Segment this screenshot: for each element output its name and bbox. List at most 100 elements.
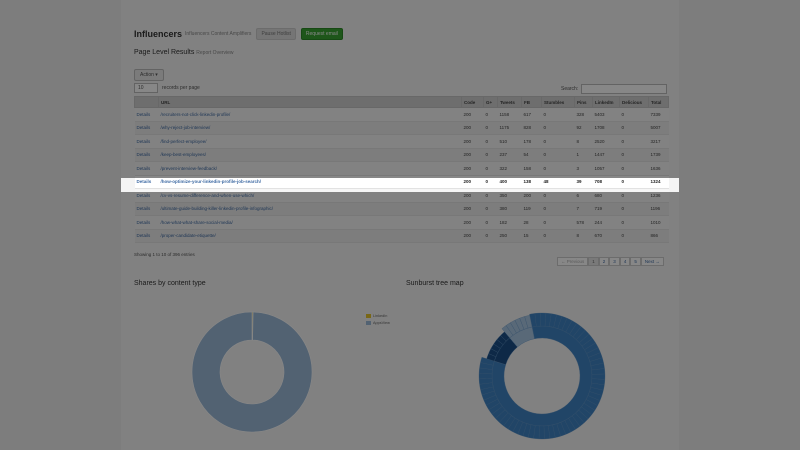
legend-swatch <box>366 321 371 325</box>
details-link[interactable]: Details <box>136 165 151 171</box>
details-link[interactable]: Details <box>136 206 151 212</box>
cell-total: 1010 <box>648 215 669 230</box>
pagination-page-4[interactable]: 4 <box>619 257 631 266</box>
col-header-total[interactable]: Total <box>648 96 669 108</box>
col-header-delicious[interactable]: Delicious <box>619 96 649 108</box>
col-header-gplus[interactable]: G+ <box>483 96 498 108</box>
details-link[interactable]: Details <box>136 111 151 117</box>
sunburst-outer-segment[interactable] <box>538 425 545 440</box>
cell-tweets: 1175 <box>497 121 522 135</box>
url-link[interactable]: /ultimate-guide-building-killer-linkedin… <box>160 206 274 212</box>
cell-stumbles: 0 <box>541 188 575 203</box>
sunburst-outer-segment[interactable] <box>540 312 546 327</box>
showing-entries-text: Showing 1 to 10 of 396 entries <box>134 252 195 257</box>
details-link[interactable]: Details <box>136 179 152 185</box>
col-header-tweets[interactable]: Tweets <box>497 96 522 108</box>
cell-details: Details <box>134 175 159 189</box>
cell-stumbles: 0 <box>541 202 575 216</box>
cell-url: /how-what-what-share-social-media/ <box>158 215 462 230</box>
col-header-stumbles[interactable]: Stumbles <box>541 96 575 108</box>
url-link[interactable]: /prevent-interview-feedback/ <box>160 165 218 171</box>
cell-pins: 3 <box>574 161 593 176</box>
sunburst-outer-segment[interactable] <box>524 315 533 329</box>
url-link[interactable]: /recruiters-not-click-linkedin-profile/ <box>160 111 231 117</box>
details-link[interactable]: Details <box>136 152 151 158</box>
table-row: Details/proper-candidate-etiquette/200 0 2… <box>134 229 669 243</box>
cell-code: 200 <box>461 175 484 189</box>
action-label: Action <box>140 72 154 78</box>
search-input[interactable] <box>581 84 668 94</box>
sunburst-outer-segment[interactable] <box>478 373 493 379</box>
cell-url: /prevent-interview-feedback/ <box>158 161 462 176</box>
cell-delicious: 0 <box>619 188 649 203</box>
cell-pins: 8 <box>574 134 593 149</box>
action-dropdown-button[interactable]: Action ▾ <box>134 69 164 81</box>
pagination-page-3[interactable]: 3 <box>609 257 620 266</box>
cell-fb: 119 <box>521 202 542 216</box>
cell-gplus: 0 <box>483 148 498 162</box>
details-link[interactable]: Details <box>136 138 151 144</box>
pagination-next[interactable]: Next → <box>640 257 664 266</box>
cell-details: Details <box>134 134 159 149</box>
url-link[interactable]: /why-reject-job-interview/ <box>160 125 211 131</box>
pagination-page-2[interactable]: 2 <box>598 257 610 266</box>
cell-tweets: 380 <box>497 202 522 216</box>
url-link[interactable]: /how-optimize-your-linkedin-profile-job-… <box>160 179 262 185</box>
url-link[interactable]: /cv-vs-resume-difference-and-when-use-wh… <box>160 192 255 198</box>
cell-code: 200 <box>461 188 484 203</box>
cell-stumbles: 0 <box>541 134 575 149</box>
cell-linkedin: 708 <box>592 175 620 189</box>
pagination: ← Previous 1 2 3 4 5 Next → <box>557 257 664 266</box>
cell-tweets: 1158 <box>497 107 522 122</box>
cell-url: /find-perfect-employee/ <box>158 134 462 149</box>
sunburst-chart-title: Sunburst tree map <box>406 280 464 287</box>
cell-linkedin: 680 <box>592 188 620 203</box>
col-header-url[interactable]: URL <box>158 96 462 108</box>
details-link[interactable]: Details <box>136 233 151 239</box>
cell-fb: 54 <box>521 148 542 162</box>
url-link[interactable]: /find-perfect-employee/ <box>160 138 207 144</box>
cell-pins: 92 <box>574 121 593 135</box>
cell-delicious: 0 <box>619 107 649 122</box>
url-link[interactable]: /proper-candidate-etiquette/ <box>160 233 216 239</box>
legend-item[interactable]: LinkedIn <box>366 314 390 318</box>
col-header-linkedin[interactable]: LinkedIn <box>592 96 620 108</box>
url-link[interactable]: /keep-best-employees/ <box>160 152 207 158</box>
details-link[interactable]: Details <box>136 125 151 131</box>
table-row: Details/how-what-what-share-social-media… <box>134 215 669 230</box>
url-link[interactable]: /how-what-what-share-social-media/ <box>160 219 233 225</box>
sunburst-chart <box>478 312 606 440</box>
legend-item[interactable]: AppsView <box>366 321 390 325</box>
cell-tweets: 237 <box>497 148 522 162</box>
table-row: Details/why-reject-job-interview/200 0 117… <box>134 121 669 135</box>
request-email-button[interactable]: Request email <box>300 28 343 40</box>
col-header-fb[interactable]: FB <box>521 96 542 108</box>
cell-details: Details <box>134 229 159 243</box>
table-row: Details/recruiters-not-click-linkedin-pr… <box>134 107 669 122</box>
cell-gplus: 0 <box>483 121 498 135</box>
cell-details: Details <box>134 188 159 203</box>
sunburst-outer-segment[interactable] <box>591 373 606 380</box>
cell-tweets: 350 <box>497 188 522 203</box>
cell-url: /why-reject-job-interview/ <box>158 121 462 135</box>
cell-fb: 200 <box>521 188 542 203</box>
pagination-page-1[interactable]: 1 <box>588 257 599 266</box>
pause-hotlist-button[interactable]: Pause Hotlist <box>256 28 296 40</box>
per-page-select[interactable]: 10 <box>134 83 158 93</box>
details-link[interactable]: Details <box>136 192 151 198</box>
cell-linkedin: 5403 <box>592 107 620 122</box>
table-row: Details/cv-vs-resume-difference-and-when… <box>134 188 669 203</box>
donut-slice-appsview[interactable] <box>191 311 313 433</box>
table-row: Details/how-optimize-your-linkedin-profi… <box>134 175 669 189</box>
col-header-code[interactable]: Code <box>461 96 484 108</box>
cell-delicious: 0 <box>619 215 649 230</box>
shares-donut-chart <box>191 311 313 433</box>
pagination-previous[interactable]: ← Previous <box>557 257 589 266</box>
pagination-page-5[interactable]: 5 <box>630 257 641 266</box>
cell-total: 3217 <box>648 134 669 149</box>
cell-pins: 328 <box>574 107 593 122</box>
cell-gplus: 0 <box>483 134 498 149</box>
details-link[interactable]: Details <box>136 219 151 225</box>
col-header-pins[interactable]: Pins <box>574 96 593 108</box>
cell-url: /keep-best-employees/ <box>158 148 462 162</box>
